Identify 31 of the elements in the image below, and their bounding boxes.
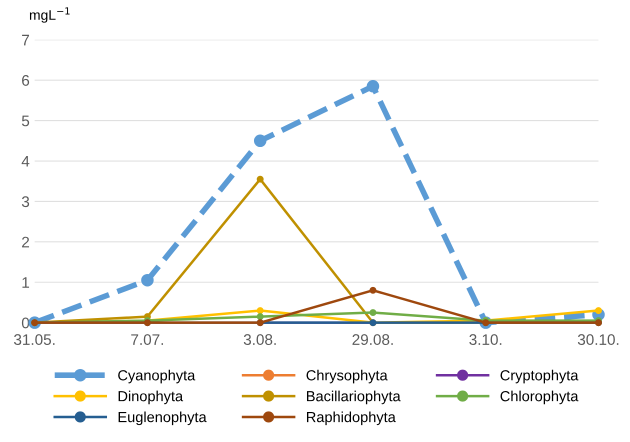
point <box>256 313 264 320</box>
y-tick-label: 2 <box>22 236 30 248</box>
legend-label: Dinophyta <box>118 390 184 404</box>
legend-label: Raphidophyta <box>306 412 396 426</box>
legend-label: Cryptophyta <box>500 370 578 384</box>
legend-label: Euglenophyta <box>118 412 207 426</box>
y-axis-title: mgL$^{−1}$ <box>30 7 70 23</box>
y-tick-label: 0 <box>22 318 30 328</box>
y-tick-label: 6 <box>22 75 30 86</box>
point <box>256 307 264 314</box>
point <box>256 176 264 183</box>
point <box>366 80 380 93</box>
y-tick-label: 5 <box>22 116 30 126</box>
x-tick-label: 3.08. <box>244 334 276 345</box>
y-tick-label: 1 <box>22 277 30 288</box>
x-tick-label: 7.07. <box>131 334 164 345</box>
point <box>369 286 376 294</box>
legend-label: Chlorophyta <box>500 390 578 404</box>
x-tick-label: 31.05. <box>14 334 54 345</box>
x-tick-label: 3.10. <box>469 334 502 345</box>
legend-label: Chrysophyta <box>306 370 388 384</box>
x-tick-label: 29.08. <box>352 334 393 345</box>
y-tick-label: 4 <box>22 156 30 167</box>
legend-label: Bacillariophyta <box>306 390 401 404</box>
point <box>141 274 154 286</box>
x-tick-label: 30.10. <box>578 334 618 345</box>
y-tick-label: 7 <box>22 34 30 46</box>
point <box>254 134 266 148</box>
point <box>369 309 376 316</box>
legend-label: Cyanophyta <box>118 370 196 384</box>
y-tick-label: 3 <box>22 196 30 208</box>
